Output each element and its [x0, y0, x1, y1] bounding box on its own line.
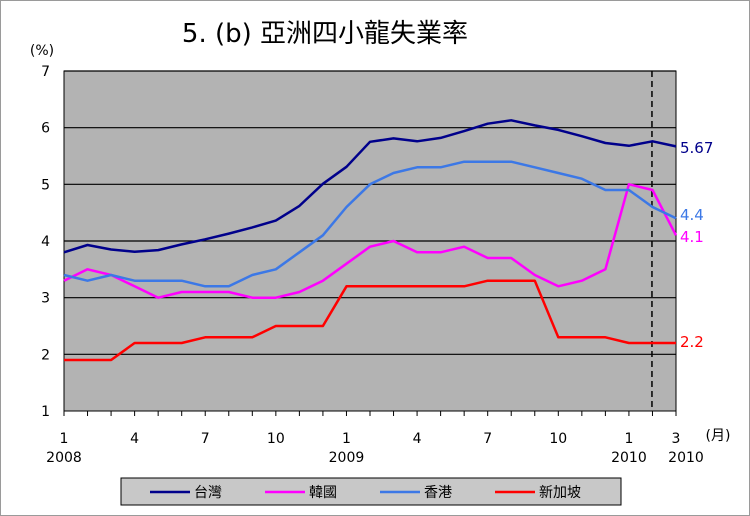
x-tick-label-year: 2009	[329, 450, 365, 466]
y-tick-label: 3	[41, 291, 50, 307]
series-line-新加坡	[64, 279, 676, 362]
x-tick-label-month: 1	[624, 431, 633, 447]
x-axis-unit: (月)	[706, 428, 731, 444]
series-line-香港	[63, 160, 677, 288]
x-tick-label-year: 2010	[611, 450, 647, 466]
y-tick-label: 1	[41, 404, 50, 420]
y-tick-label: 5	[41, 177, 50, 193]
legend-label: 台灣	[194, 485, 222, 501]
x-tick-label-month: 7	[201, 431, 210, 447]
x-tick-label-month: 3	[672, 431, 681, 447]
x-tick-label-month: 1	[60, 431, 69, 447]
series-line-韓國	[63, 183, 678, 299]
y-axis-unit: (%)	[30, 43, 54, 59]
y-tick-label: 2	[41, 347, 50, 363]
legend-label: 香港	[424, 485, 452, 501]
x-tick-label-month: 10	[549, 431, 567, 447]
x-tick-label-year: 2008	[46, 450, 82, 466]
end-value-label: 4.4	[680, 206, 704, 224]
x-tick-label-month: 4	[413, 431, 422, 447]
x-tick-label-month: 7	[483, 431, 492, 447]
x-tick-label-year: 2010	[668, 450, 704, 466]
end-value-label: 5.67	[680, 139, 713, 157]
end-value-label: 4.1	[680, 228, 704, 246]
chart-title: 5. (b) 亞洲四小龍失業率	[182, 19, 468, 49]
y-tick-label: 7	[41, 64, 50, 80]
legend-label: 新加坡	[539, 485, 581, 501]
end-value-label: 2.2	[680, 333, 704, 351]
y-tick-label: 6	[41, 121, 50, 137]
series-line-台灣	[63, 119, 677, 254]
x-tick-label-month: 10	[267, 431, 285, 447]
y-tick-label: 4	[41, 234, 50, 250]
x-tick-label-month: 1	[342, 431, 351, 447]
legend-label: 韓國	[309, 485, 337, 501]
x-tick-label-month: 4	[130, 431, 139, 447]
legend-box	[120, 477, 622, 506]
